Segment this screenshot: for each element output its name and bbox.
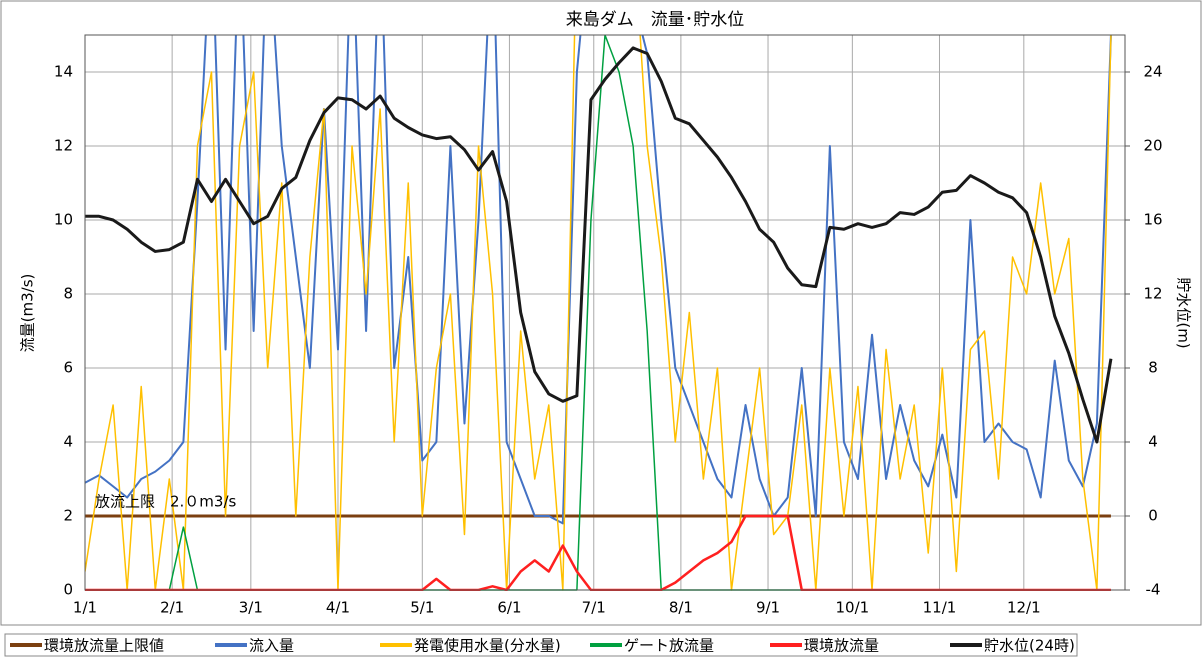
y2-tick-label: 4 (1148, 433, 1158, 451)
y2-tick-label: 16 (1143, 211, 1162, 229)
y2-tick-label: 8 (1148, 359, 1158, 377)
y-axis-label: 流量(m3/s) (19, 274, 37, 353)
chart-frame (0, 0, 1202, 626)
y2-tick-label: -4 (1146, 581, 1161, 599)
y-tick-label: 6 (63, 359, 73, 377)
y2-tick-label: 24 (1143, 63, 1162, 81)
plot (85, 35, 1113, 591)
series-line (85, 35, 1112, 525)
x-tick-label: 5/1 (410, 599, 434, 617)
y2-tick-label: 20 (1143, 137, 1162, 155)
y2-axis-label: 貯水位(m) (1175, 277, 1193, 348)
y-tick-label: 8 (63, 285, 73, 303)
y-tick-label: 10 (54, 211, 73, 229)
plot-frame (84, 34, 1126, 591)
series-line (85, 35, 1111, 591)
y-tick-label: 14 (54, 63, 73, 81)
legend-label: ゲート放流量 (624, 637, 714, 655)
legend-label: 発電使用水量(分水量) (414, 637, 561, 655)
legend-label: 流入量 (249, 637, 294, 655)
x-tick-label: 2/1 (160, 599, 184, 617)
y-tick-label: 4 (63, 433, 73, 451)
x-tick-label: 6/1 (497, 599, 521, 617)
x-tick-label: 9/1 (756, 599, 780, 617)
y-tick-label: 2 (63, 507, 73, 525)
y2-tick-label: 0 (1148, 507, 1158, 525)
legend-label: 貯水位(24時) (984, 637, 1075, 655)
x-tick-label: 10/1 (836, 599, 870, 617)
grid (84, 35, 1125, 591)
x-tick-label: 4/1 (326, 599, 350, 617)
legend-label: 環境放流量上限値 (44, 637, 164, 655)
y-tick-label: 12 (54, 137, 73, 155)
legend-label: 環境放流量 (804, 637, 879, 655)
x-tick-label: 8/1 (669, 599, 693, 617)
y-tick-label: 0 (63, 581, 73, 599)
series-line (85, 35, 1112, 591)
x-tick-label: 1/1 (73, 599, 97, 617)
y2-tick-label: 12 (1143, 285, 1162, 303)
series-line (85, 46, 1113, 444)
x-tick-label: 3/1 (239, 599, 263, 617)
x-tick-label: 7/1 (582, 599, 606, 617)
legend: 環境放流量上限値 流入量 発電使用水量(分水量) ゲート放流量 環境放流量 貯水位(24時… (4, 633, 1078, 657)
x-tick-label: 12/1 (1007, 599, 1041, 617)
legend-box (4, 633, 1078, 657)
annotation: 放流上限 2.０m3/s (95, 493, 237, 511)
chart-title: 来島ダム 流量･貯水位 (566, 10, 745, 30)
x-tick-label: 11/1 (923, 599, 957, 617)
